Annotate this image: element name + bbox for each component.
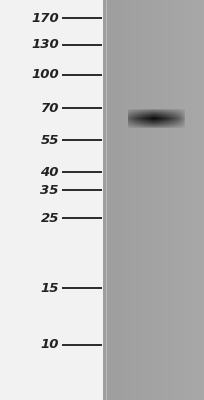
Text: 100: 100 — [31, 68, 59, 82]
Text: 130: 130 — [31, 38, 59, 52]
Text: 170: 170 — [31, 12, 59, 24]
Text: 10: 10 — [41, 338, 59, 352]
Text: 40: 40 — [41, 166, 59, 178]
Text: 55: 55 — [41, 134, 59, 146]
Text: 25: 25 — [41, 212, 59, 224]
Bar — [0, 0, 103, 400]
Text: 35: 35 — [41, 184, 59, 196]
Text: 70: 70 — [41, 102, 59, 114]
Text: 15: 15 — [41, 282, 59, 294]
